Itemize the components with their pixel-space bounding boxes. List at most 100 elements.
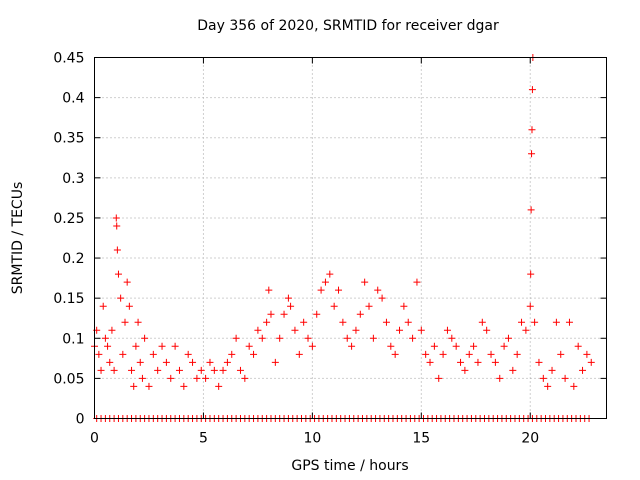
data-point [223, 358, 231, 366]
data-point [574, 342, 582, 350]
data-point [132, 342, 140, 350]
data-point [518, 318, 526, 326]
data-point [474, 358, 482, 366]
x-tick-label: 15 [412, 431, 430, 447]
y-tick-label: 0.05 [53, 371, 84, 387]
data-point [326, 270, 334, 278]
data-point [470, 342, 478, 350]
data-point [478, 318, 486, 326]
data-points [91, 54, 595, 422]
data-point [106, 358, 114, 366]
data-point [400, 302, 408, 310]
data-point [149, 350, 157, 358]
data-point [287, 302, 295, 310]
data-point [304, 334, 312, 342]
data-point [95, 350, 103, 358]
data-point [552, 318, 560, 326]
data-point [544, 382, 552, 390]
data-point [193, 374, 201, 382]
data-point [113, 222, 121, 230]
x-axis-label: GPS time / hours [291, 458, 408, 474]
data-point [378, 294, 386, 302]
data-point [361, 278, 369, 286]
y-tick-label: 0.4 [62, 91, 84, 107]
data-point [461, 366, 469, 374]
data-point [382, 318, 390, 326]
data-point [321, 278, 329, 286]
data-point [114, 270, 122, 278]
data-point [404, 318, 412, 326]
data-point [548, 366, 556, 374]
data-point [509, 366, 517, 374]
data-point [141, 334, 149, 342]
y-axis-label: SRMTID / TECUs [10, 182, 26, 295]
data-point [443, 326, 451, 334]
data-point [136, 358, 144, 366]
data-point [313, 310, 321, 318]
data-point [189, 358, 197, 366]
data-point [117, 294, 125, 302]
data-point [528, 126, 536, 134]
data-point [579, 366, 587, 374]
y-tick-label: 0 [76, 412, 85, 428]
data-point [210, 366, 218, 374]
data-point [513, 350, 521, 358]
data-point [531, 318, 539, 326]
data-point [339, 318, 347, 326]
data-point [241, 374, 249, 382]
x-tick-label: 20 [521, 431, 539, 447]
data-point [162, 358, 170, 366]
y-tick-label: 0.2 [62, 251, 84, 267]
data-point [113, 246, 121, 254]
data-point [125, 302, 133, 310]
y-tick-label: 0.1 [62, 331, 84, 347]
data-point [465, 350, 473, 358]
data-point [130, 382, 138, 390]
data-point [175, 366, 183, 374]
data-point [587, 358, 595, 366]
data-point [330, 302, 338, 310]
data-point [128, 366, 136, 374]
data-point [413, 278, 421, 286]
data-point [265, 286, 273, 294]
data-point [409, 334, 417, 342]
x-tick-label: 5 [199, 431, 208, 447]
data-point [245, 342, 253, 350]
data-point [206, 358, 214, 366]
data-point [426, 358, 434, 366]
data-point [539, 374, 547, 382]
data-point [112, 214, 120, 222]
data-point [197, 366, 205, 374]
data-point [583, 350, 591, 358]
data-point [343, 334, 351, 342]
data-point [267, 310, 275, 318]
data-point [504, 334, 512, 342]
data-point [500, 342, 508, 350]
data-point [250, 350, 258, 358]
data-point [215, 382, 223, 390]
data-point [527, 206, 535, 214]
data-point [491, 358, 499, 366]
data-point [435, 374, 443, 382]
data-point [387, 342, 395, 350]
data-point [557, 350, 565, 358]
data-point [123, 278, 131, 286]
data-point [439, 350, 447, 358]
y-tick-label: 0.25 [53, 211, 84, 227]
plot-frame [94, 57, 607, 419]
data-point [291, 326, 299, 334]
data-point [202, 374, 210, 382]
data-point [430, 342, 438, 350]
x-tick-label: 10 [303, 431, 321, 447]
data-point [228, 350, 236, 358]
y-tick-label: 0.45 [53, 51, 84, 67]
data-point [138, 374, 146, 382]
data-point [271, 358, 279, 366]
chart-title: Day 356 of 2020, SRMTID for receiver dga… [197, 18, 499, 34]
grid-lines [94, 57, 607, 419]
data-point [280, 310, 288, 318]
y-tick-label: 0.35 [53, 131, 84, 147]
data-point [561, 374, 569, 382]
data-point [154, 366, 162, 374]
